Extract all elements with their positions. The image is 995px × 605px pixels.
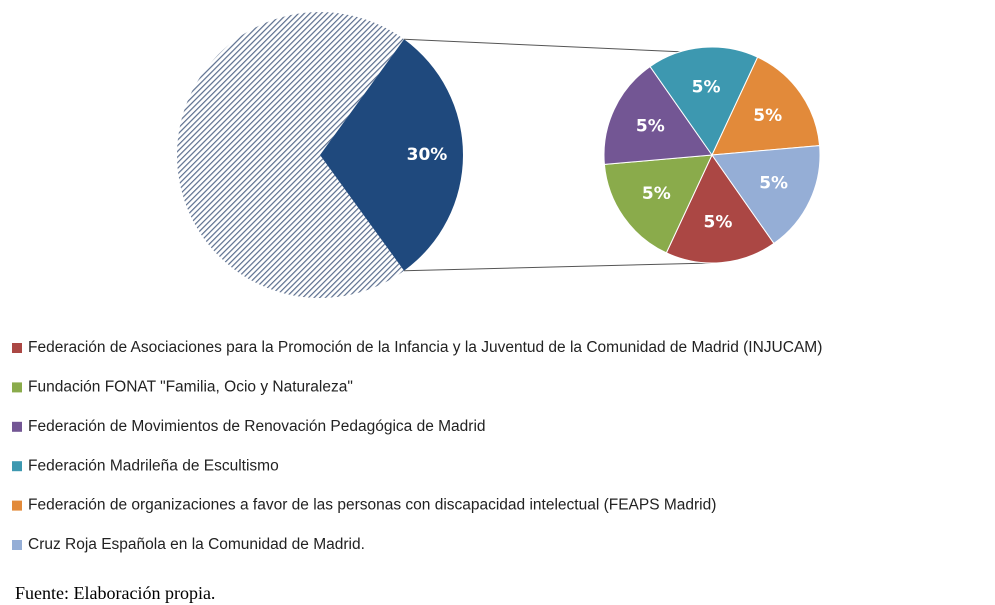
legend-swatch — [12, 540, 22, 550]
data-label: 5% — [636, 116, 665, 136]
pie-slice — [711, 145, 821, 245]
data-label: 5% — [692, 77, 721, 97]
legend-swatch — [12, 461, 22, 472]
pie-slice — [603, 154, 713, 254]
data-label: 5% — [759, 174, 788, 194]
data-label: 30% — [407, 145, 448, 165]
pie-slice — [711, 56, 821, 156]
connector-line — [404, 262, 713, 272]
data-label: 5% — [753, 106, 782, 126]
pie-slice — [320, 39, 463, 271]
legend-label: Federación de organizaciones a favor de … — [28, 497, 716, 514]
source-note: Fuente: Elaboración propia. — [15, 583, 215, 603]
pie-slice — [177, 11, 405, 298]
legend-label: Federación Madrileña de Escultismo — [28, 457, 279, 474]
data-label: 5% — [703, 213, 732, 233]
pie-slice — [665, 154, 775, 264]
legend-swatch — [12, 500, 22, 511]
legend-label: Federación de Movimientos de Renovación … — [28, 418, 486, 435]
legend-label: Cruz Roja Española en la Comunidad de Ma… — [28, 536, 365, 553]
data-label: 5% — [642, 184, 671, 204]
legend-swatch — [12, 421, 22, 432]
legend-label: Fundación FONAT "Familia, Ocio y Natural… — [28, 378, 353, 395]
legend-label: Federación de Asociaciones para la Promo… — [28, 339, 822, 356]
pie-slice — [603, 65, 713, 165]
legend-swatch — [12, 382, 22, 393]
legend-swatch — [12, 343, 22, 353]
pie-slice — [649, 46, 759, 156]
